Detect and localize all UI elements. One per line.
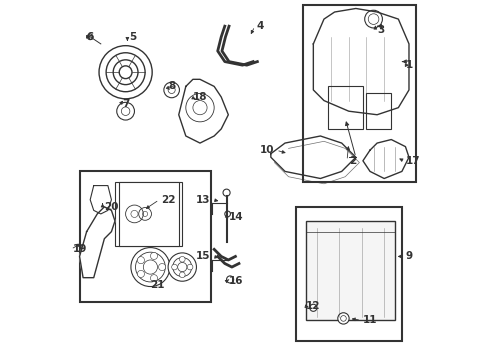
Text: 7: 7 xyxy=(122,99,129,109)
Text: 8: 8 xyxy=(168,81,175,91)
Polygon shape xyxy=(362,140,408,178)
Text: 22: 22 xyxy=(161,195,175,205)
Polygon shape xyxy=(179,79,228,143)
Text: 15: 15 xyxy=(196,251,210,261)
Text: 9: 9 xyxy=(405,251,412,261)
Circle shape xyxy=(150,275,157,282)
Bar xyxy=(305,221,394,320)
Circle shape xyxy=(150,252,157,260)
Text: 19: 19 xyxy=(72,244,87,254)
Circle shape xyxy=(137,270,144,277)
Circle shape xyxy=(179,256,185,262)
Text: 4: 4 xyxy=(256,21,263,31)
Circle shape xyxy=(223,189,229,196)
Bar xyxy=(115,182,182,246)
Text: 3: 3 xyxy=(377,25,383,35)
Circle shape xyxy=(337,313,348,324)
Text: 2: 2 xyxy=(348,156,355,166)
Bar xyxy=(366,94,391,129)
Circle shape xyxy=(309,304,316,311)
Bar xyxy=(302,5,415,182)
Circle shape xyxy=(364,10,381,28)
Text: 16: 16 xyxy=(228,276,242,286)
Text: 18: 18 xyxy=(193,92,207,102)
Text: 12: 12 xyxy=(305,301,320,311)
Circle shape xyxy=(226,276,233,283)
Circle shape xyxy=(137,257,144,264)
Text: 6: 6 xyxy=(87,32,94,42)
Circle shape xyxy=(340,316,346,321)
Circle shape xyxy=(131,247,169,287)
Text: 11: 11 xyxy=(362,315,377,325)
Text: 20: 20 xyxy=(104,202,119,212)
Text: 13: 13 xyxy=(196,195,210,205)
Circle shape xyxy=(158,263,166,271)
Circle shape xyxy=(171,264,177,270)
Circle shape xyxy=(87,34,93,40)
Circle shape xyxy=(367,14,378,24)
Text: 17: 17 xyxy=(405,156,419,166)
Bar xyxy=(295,207,401,341)
Circle shape xyxy=(168,253,196,281)
Polygon shape xyxy=(90,186,111,214)
Polygon shape xyxy=(79,207,115,278)
Text: 10: 10 xyxy=(259,145,274,155)
Text: 21: 21 xyxy=(150,280,165,290)
Text: 5: 5 xyxy=(129,32,136,42)
Circle shape xyxy=(224,211,230,217)
Circle shape xyxy=(187,264,193,270)
Bar xyxy=(79,171,210,302)
Bar xyxy=(118,182,179,246)
Text: 14: 14 xyxy=(228,212,242,222)
Circle shape xyxy=(179,272,185,278)
Text: 1: 1 xyxy=(405,60,412,70)
Bar xyxy=(327,86,362,129)
